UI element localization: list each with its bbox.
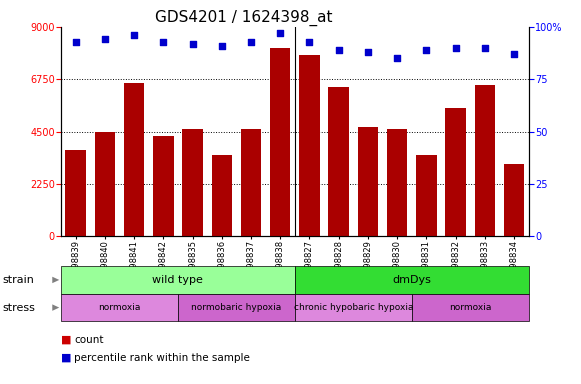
Text: GDS4201 / 1624398_at: GDS4201 / 1624398_at — [155, 10, 333, 26]
Bar — [95, 131, 115, 236]
Text: strain: strain — [3, 275, 35, 285]
Point — [422, 47, 431, 53]
Bar — [504, 164, 524, 236]
Point — [510, 51, 519, 57]
Point — [217, 43, 227, 49]
Text: dmDys: dmDys — [392, 275, 431, 285]
Bar — [328, 87, 349, 236]
Point — [275, 30, 285, 36]
Text: normoxia: normoxia — [98, 303, 141, 312]
Bar — [124, 83, 144, 236]
Point — [334, 47, 343, 53]
Bar — [416, 155, 437, 236]
Bar — [182, 129, 203, 236]
Point — [480, 45, 490, 51]
Text: ■: ■ — [61, 353, 71, 363]
Point — [451, 45, 460, 51]
Bar — [299, 55, 320, 236]
Point — [363, 49, 372, 55]
Bar — [211, 155, 232, 236]
Point — [188, 41, 197, 47]
Text: normoxia: normoxia — [449, 303, 492, 312]
Bar — [66, 150, 86, 236]
Bar — [153, 136, 174, 236]
Point — [71, 38, 80, 45]
Bar — [387, 129, 407, 236]
Point — [305, 38, 314, 45]
Bar — [358, 127, 378, 236]
Bar — [475, 85, 495, 236]
Text: ■: ■ — [61, 335, 71, 345]
Text: stress: stress — [3, 303, 36, 313]
Bar — [241, 129, 261, 236]
Text: percentile rank within the sample: percentile rank within the sample — [74, 353, 250, 363]
Bar — [446, 108, 466, 236]
Point — [393, 55, 402, 61]
Text: wild type: wild type — [152, 275, 203, 285]
Text: chronic hypobaric hypoxia: chronic hypobaric hypoxia — [293, 303, 413, 312]
Point — [246, 38, 256, 45]
Point — [100, 36, 109, 43]
Text: count: count — [74, 335, 104, 345]
Text: normobaric hypoxia: normobaric hypoxia — [191, 303, 282, 312]
Bar — [270, 48, 290, 236]
Point — [159, 38, 168, 45]
Point — [130, 32, 139, 38]
